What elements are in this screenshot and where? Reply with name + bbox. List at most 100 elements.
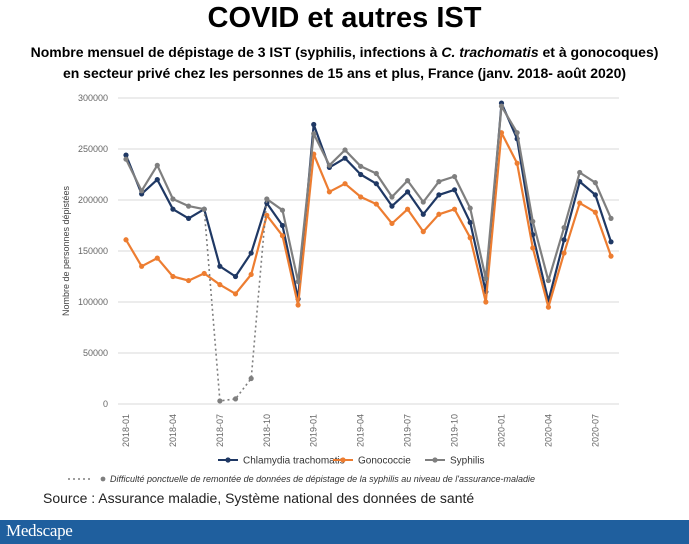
data-point-gonococcie — [373, 201, 379, 207]
data-point-chlamydia-trachomatis — [279, 222, 286, 229]
data-point-syphilis — [358, 163, 364, 169]
data-point-syphilis — [405, 178, 411, 184]
series-line-chlamydia-trachomatis — [124, 101, 613, 303]
legend-label-chlamydia-trachomatis: Chlamydia trachomatis — [243, 456, 345, 467]
data-point-syphilis — [451, 173, 458, 180]
x-tick-label: 2020-04 — [543, 414, 553, 447]
data-point-gonococcie — [577, 200, 583, 206]
chart-subtitle: Nombre mensuel de dépistage de 3 IST (sy… — [0, 42, 689, 84]
data-point-chlamydia-trachomatis — [467, 219, 473, 226]
x-tick-label: 2018-01 — [121, 414, 131, 447]
data-point-chlamydia-trachomatis — [420, 211, 426, 217]
data-point-chlamydia-trachomatis — [373, 181, 379, 187]
data-point-chlamydia-trachomatis — [248, 250, 254, 256]
data-point-gonococcie — [420, 229, 426, 235]
subtitle-line1-pre: Nombre mensuel de dépistage de 3 IST (sy… — [30, 44, 442, 60]
x-tick-label: 2019-01 — [309, 414, 319, 447]
subtitle-line2: en secteur privé chez les personnes de 1… — [62, 65, 627, 81]
data-point-gonococcie — [451, 206, 458, 212]
data-point-gonococcie — [514, 160, 520, 166]
data-point-syphilis — [514, 130, 520, 136]
data-point-syphilis — [232, 396, 239, 402]
legend-marker-syphilis — [432, 457, 438, 463]
data-point-syphilis — [170, 196, 176, 202]
y-tick-label: 250000 — [78, 144, 108, 154]
data-point-syphilis — [295, 279, 301, 285]
data-point-syphilis — [467, 205, 473, 211]
data-point-syphilis — [248, 375, 254, 382]
data-point-syphilis — [217, 398, 223, 404]
data-point-syphilis — [139, 188, 145, 194]
page-title: COVID et autres IST — [207, 2, 482, 34]
data-point-syphilis — [545, 277, 552, 284]
data-point-syphilis — [483, 275, 489, 282]
data-point-gonococcie — [217, 282, 223, 288]
y-tick-label: 300000 — [78, 93, 108, 103]
data-point-syphilis — [185, 203, 192, 209]
data-point-chlamydia-trachomatis — [185, 215, 192, 221]
data-point-chlamydia-trachomatis — [451, 187, 458, 193]
data-point-chlamydia-trachomatis — [123, 152, 129, 158]
data-point-gonococcie — [436, 211, 442, 217]
data-point-syphilis — [279, 207, 286, 213]
data-point-gonococcie — [358, 194, 364, 200]
data-point-gonococcie — [185, 277, 192, 284]
data-point-gonococcie — [561, 250, 567, 256]
series-line-syphilis — [125, 158, 205, 211]
note-text: Difficulté ponctuelle de remontée de don… — [110, 474, 535, 484]
x-tick-label: 2018-04 — [168, 414, 178, 447]
data-point-gonococcie — [201, 270, 207, 277]
series-line-syphilis — [203, 198, 268, 402]
data-point-gonococcie — [232, 291, 239, 297]
y-tick-label: 200000 — [78, 195, 108, 205]
data-point-chlamydia-trachomatis — [389, 203, 395, 209]
y-tick-label: 50000 — [83, 348, 108, 358]
data-point-syphilis — [608, 215, 614, 221]
subtitle-line1-italic: C. trachomatis — [441, 44, 539, 60]
footer-bar: Medscape — [0, 520, 689, 544]
data-point-chlamydia-trachomatis — [592, 192, 598, 198]
data-point-syphilis — [311, 131, 317, 137]
data-point-gonococcie — [530, 245, 536, 251]
data-point-gonococcie — [342, 181, 348, 187]
data-point-chlamydia-trachomatis — [561, 237, 567, 243]
data-point-syphilis — [436, 179, 442, 185]
data-point-gonococcie — [139, 263, 145, 269]
medscape-logo: Medscape — [6, 521, 73, 540]
y-tick-label: 100000 — [78, 297, 108, 307]
x-tick-label: 2018-07 — [215, 414, 225, 447]
legend-marker-chlamydia-trachomatis — [225, 457, 231, 463]
data-point-syphilis — [389, 194, 395, 200]
data-point-chlamydia-trachomatis — [232, 273, 239, 280]
legend-marker-gonococcie — [340, 457, 346, 463]
data-point-syphilis — [201, 206, 207, 212]
data-point-gonococcie — [326, 189, 332, 195]
x-tick-label: 2019-10 — [450, 414, 460, 447]
data-point-chlamydia-trachomatis — [358, 171, 364, 178]
data-point-chlamydia-trachomatis — [311, 121, 317, 128]
data-point-gonococcie — [248, 271, 254, 278]
data-point-syphilis — [264, 196, 270, 202]
series-line-gonococcie — [125, 131, 613, 309]
data-point-chlamydia-trachomatis — [154, 177, 160, 183]
data-point-gonococcie — [170, 273, 176, 280]
legend-label-syphilis: Syphilis — [450, 456, 484, 467]
data-point-gonococcie — [154, 255, 160, 261]
data-point-gonococcie — [295, 302, 301, 308]
subtitle-line1-post: et à gonocoques) — [538, 44, 659, 60]
note-marker — [100, 476, 106, 482]
data-point-syphilis — [498, 103, 505, 109]
data-point-chlamydia-trachomatis — [264, 200, 270, 206]
y-tick-label: 0 — [103, 399, 108, 409]
data-point-gonococcie — [389, 220, 395, 227]
source-text: Source : Assurance maladie, Système nati… — [43, 490, 475, 506]
data-point-gonococcie — [483, 299, 489, 305]
x-tick-label: 2020-07 — [590, 414, 600, 447]
x-tick-label: 2019-04 — [356, 414, 366, 447]
data-point-chlamydia-trachomatis — [405, 189, 411, 195]
data-point-syphilis — [342, 147, 348, 153]
legend-label-gonococcie: Gonococcie — [358, 456, 411, 467]
data-point-gonococcie — [467, 235, 473, 241]
data-point-syphilis — [154, 162, 160, 168]
data-point-syphilis — [420, 199, 426, 205]
